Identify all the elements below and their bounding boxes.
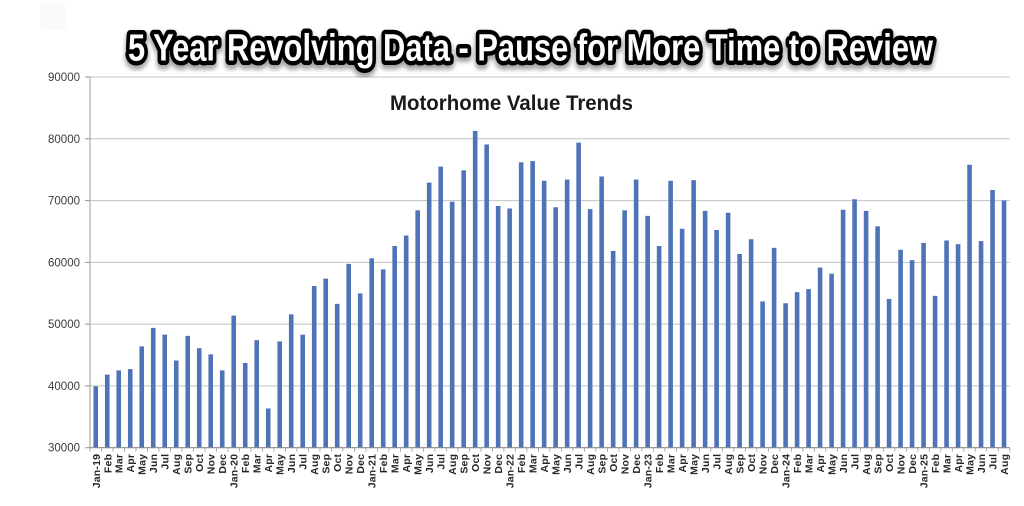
svg-text:Nov: Nov [758,454,770,474]
svg-text:May: May [827,454,839,475]
svg-text:Nov: Nov [620,454,632,474]
svg-text:Apr: Apr [539,454,551,473]
svg-text:Dec: Dec [217,454,229,474]
svg-text:Dec: Dec [493,454,505,474]
svg-text:Jan-23: Jan-23 [643,454,655,488]
svg-text:May: May [965,454,977,475]
svg-text:Jan-20: Jan-20 [229,454,241,488]
svg-text:Feb: Feb [378,454,390,473]
svg-text:Apr: Apr [677,454,689,473]
svg-text:Apr: Apr [401,454,413,473]
svg-text:Sep: Sep [321,454,333,474]
svg-text:Jan-19: Jan-19 [91,454,103,488]
svg-text:Aug: Aug [723,454,735,475]
svg-text:Aug: Aug [999,454,1011,475]
svg-text:Nov: Nov [344,454,356,474]
svg-text:80000: 80000 [48,134,80,146]
svg-text:Jun: Jun [838,454,850,473]
svg-text:Jul: Jul [160,454,172,470]
svg-text:Jul: Jul [988,454,1000,470]
svg-text:Apr: Apr [125,454,137,473]
svg-text:Jul: Jul [436,454,448,470]
svg-text:Jun: Jun [700,454,712,473]
svg-text:Dec: Dec [355,454,367,474]
svg-text:30000: 30000 [48,443,80,455]
svg-text:Motorhome Value Trends: Motorhome Value Trends [390,92,633,115]
svg-text:Aug: Aug [171,454,183,475]
svg-text:May: May [275,454,287,475]
svg-text:Aug: Aug [585,454,597,475]
svg-text:60000: 60000 [48,257,80,269]
svg-text:Feb: Feb [654,454,666,473]
svg-text:Dec: Dec [907,454,919,474]
svg-text:90000: 90000 [48,72,80,84]
svg-text:5 Year Revolving Data - Pause: 5 Year Revolving Data - Pause for More T… [128,28,933,70]
svg-text:Oct: Oct [608,454,620,472]
svg-text:Jun: Jun [286,454,298,473]
svg-text:Sep: Sep [183,454,195,474]
svg-text:Mar: Mar [666,454,678,473]
svg-text:Jun: Jun [424,454,436,473]
svg-text:Feb: Feb [102,454,114,473]
svg-text:Dec: Dec [631,454,643,474]
svg-text:Jun: Jun [562,454,574,473]
svg-text:Mar: Mar [252,454,264,473]
svg-text:Sep: Sep [873,454,885,474]
svg-text:May: May [137,454,149,475]
svg-text:Aug: Aug [861,454,873,475]
svg-text:Jan-21: Jan-21 [367,454,379,488]
svg-text:Feb: Feb [516,454,528,473]
svg-text:Sep: Sep [459,454,471,474]
svg-text:Feb: Feb [240,454,252,473]
svg-text:Sep: Sep [735,454,747,474]
svg-text:Apr: Apr [815,454,827,473]
svg-text:Oct: Oct [194,454,206,472]
svg-text:5 Year Revolving Data - Pause: 5 Year Revolving Data - Pause for More T… [128,31,933,73]
svg-text:May: May [413,454,425,475]
svg-text:Mar: Mar [390,454,402,473]
svg-text:40000: 40000 [48,381,80,393]
svg-text:Jun: Jun [148,454,160,473]
svg-text:Jan-25: Jan-25 [919,454,931,488]
svg-text:May: May [689,454,701,475]
svg-text:Nov: Nov [482,454,494,474]
svg-text:Jul: Jul [298,454,310,470]
svg-text:Jun: Jun [976,454,988,473]
svg-text:Nov: Nov [896,454,908,474]
svg-text:Mar: Mar [804,454,816,473]
svg-text:Jul: Jul [574,454,586,470]
svg-text:Apr: Apr [263,454,275,473]
svg-text:Mar: Mar [114,454,126,473]
svg-text:Mar: Mar [528,454,540,473]
svg-text:May: May [551,454,563,475]
svg-text:Apr: Apr [953,454,965,473]
svg-text:Jul: Jul [850,454,862,470]
svg-text:Dec: Dec [769,454,781,474]
svg-text:50000: 50000 [48,319,80,331]
svg-text:Jan-22: Jan-22 [505,454,517,488]
svg-text:Mar: Mar [942,454,954,473]
svg-text:Oct: Oct [470,454,482,472]
svg-text:Jan-24: Jan-24 [781,454,793,488]
svg-text:Oct: Oct [884,454,896,472]
svg-text:Aug: Aug [447,454,459,475]
svg-text:Feb: Feb [930,454,942,473]
svg-text:Oct: Oct [746,454,758,472]
svg-text:70000: 70000 [48,196,80,208]
svg-text:Sep: Sep [597,454,609,474]
svg-text:Feb: Feb [792,454,804,473]
svg-text:Jul: Jul [712,454,724,470]
svg-text:Aug: Aug [309,454,321,475]
svg-text:Nov: Nov [206,454,218,474]
svg-text:Oct: Oct [332,454,344,472]
